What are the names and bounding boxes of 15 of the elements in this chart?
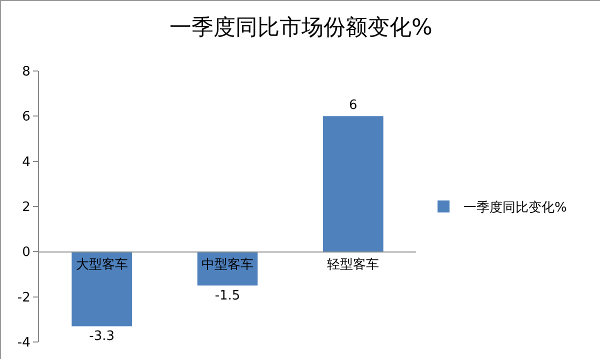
- data-label: 6: [349, 98, 358, 114]
- y-tick-label: 2: [22, 200, 30, 216]
- data-label: -3.3: [89, 329, 115, 344]
- y-tick-label: 0: [22, 245, 30, 260]
- y-tick-label: 4: [22, 154, 30, 170]
- chart-title: 一季度同比市场份额变化%: [170, 15, 432, 40]
- y-tick-label: 6: [22, 110, 30, 125]
- y-tick-label: -4: [17, 336, 30, 351]
- y-tick-label: 8: [22, 64, 30, 80]
- legend-label: 一季度同比变化%: [464, 200, 567, 216]
- x-tick-label: 大型客车: [76, 256, 128, 272]
- data-label: -1.5: [214, 288, 240, 304]
- x-tick-label: 中型客车: [202, 256, 254, 272]
- y-tick-label: -2: [17, 290, 30, 306]
- x-tick-label: 轻型客车: [327, 256, 380, 272]
